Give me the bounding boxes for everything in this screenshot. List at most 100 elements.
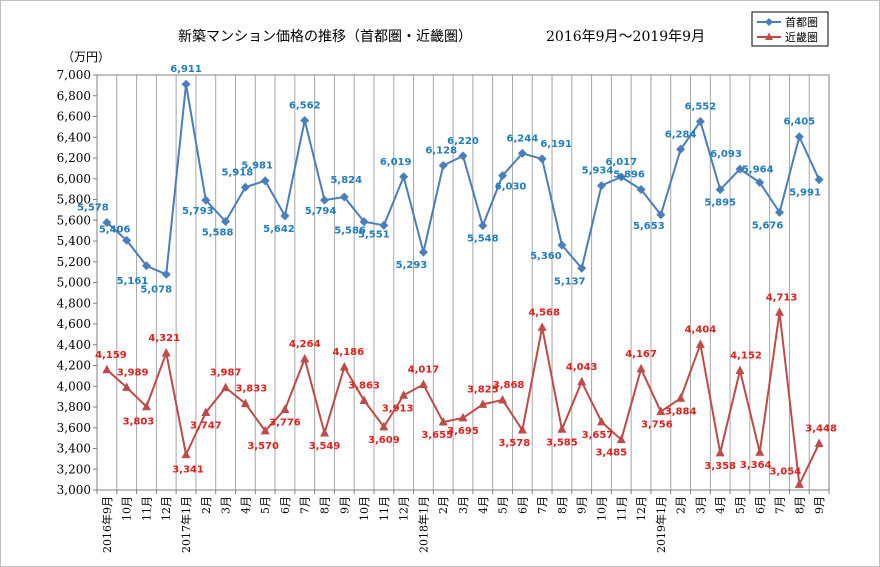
data-point-tokyo — [814, 175, 824, 185]
data-point-tokyo — [557, 240, 567, 250]
data-label-tokyo: 5,642 — [263, 224, 295, 235]
data-label-tokyo: 5,991 — [789, 188, 821, 199]
data-label-tokyo: 5,934 — [582, 166, 614, 177]
x-tick-label: 4月 — [239, 496, 252, 514]
x-tick-label: 11月 — [615, 496, 628, 521]
y-tick-label: 5,000 — [57, 276, 91, 290]
x-tick-label: 7月 — [536, 496, 549, 514]
x-tick-label: 8月 — [319, 496, 332, 514]
data-point-kinki — [438, 417, 448, 426]
y-tick-label: 5,800 — [57, 193, 91, 207]
data-label-kinki: 3,863 — [348, 380, 380, 391]
data-label-kinki: 4,043 — [566, 362, 598, 373]
data-label-kinki: 4,404 — [685, 324, 717, 335]
data-label-tokyo: 5,078 — [140, 284, 172, 295]
x-tick-label: 12月 — [398, 496, 411, 521]
data-point-tokyo — [775, 207, 785, 217]
data-point-kinki — [201, 407, 211, 416]
legend-marker-tokyo — [765, 18, 773, 26]
data-point-kinki — [141, 401, 151, 411]
data-label-tokyo: 5,360 — [530, 251, 562, 262]
data-point-kinki — [478, 399, 488, 408]
data-point-tokyo — [715, 185, 725, 195]
y-tick-label: 4,000 — [57, 379, 91, 393]
data-point-tokyo — [379, 220, 389, 230]
data-point-tokyo — [498, 171, 508, 181]
data-label-tokyo: 5,406 — [99, 224, 131, 235]
data-label-tokyo: 5,586 — [334, 226, 366, 237]
data-point-tokyo — [280, 211, 290, 221]
data-label-tokyo: 6,191 — [540, 139, 572, 150]
y-tick-label: 3,200 — [57, 462, 91, 476]
data-point-tokyo — [418, 247, 428, 257]
data-point-tokyo — [359, 217, 369, 227]
data-point-kinki — [379, 421, 389, 431]
data-point-tokyo — [577, 263, 587, 273]
data-point-tokyo — [478, 221, 488, 231]
data-point-tokyo — [102, 218, 112, 228]
chart-title: 新築マンション価格の推移（首都圏・近畿圏） — [178, 29, 472, 45]
data-label-kinki: 3,833 — [236, 384, 268, 395]
legend-label-kinki: 近畿圏 — [785, 30, 818, 44]
data-point-kinki — [676, 393, 686, 402]
x-tick-label: 2018年1月 — [416, 496, 430, 553]
data-label-tokyo: 6,284 — [665, 129, 697, 140]
x-tick-label: 8月 — [556, 496, 569, 514]
data-label-tokyo: 6,030 — [495, 182, 527, 193]
data-label-kinki: 3,485 — [595, 448, 627, 459]
data-label-kinki: 4,017 — [408, 364, 440, 375]
x-tick-label: 2016年9月 — [100, 496, 114, 553]
data-point-kinki — [458, 412, 468, 422]
data-point-tokyo — [656, 210, 666, 220]
y-tick-label: 3,600 — [57, 421, 91, 435]
y-tick-label: 5,400 — [57, 234, 91, 248]
y-tick-label: 4,400 — [57, 338, 91, 352]
data-label-tokyo: 6,562 — [289, 100, 321, 111]
data-point-tokyo — [181, 79, 191, 89]
data-label-tokyo: 6,405 — [784, 117, 816, 128]
x-tick-label: 6月 — [754, 496, 767, 514]
data-label-kinki: 3,695 — [447, 426, 479, 437]
data-label-kinki: 3,364 — [740, 460, 772, 471]
data-point-kinki — [755, 447, 765, 456]
y-tick-label: 4,600 — [57, 317, 91, 331]
data-label-kinki: 4,568 — [528, 307, 560, 318]
data-point-tokyo — [636, 185, 646, 195]
data-label-kinki: 3,358 — [704, 461, 736, 472]
data-label-kinki: 3,756 — [641, 420, 673, 431]
data-label-kinki: 4,167 — [625, 349, 657, 360]
data-point-tokyo — [735, 164, 745, 174]
data-point-kinki — [320, 428, 330, 437]
data-label-kinki: 3,825 — [467, 384, 499, 395]
data-label-kinki: 3,549 — [309, 441, 341, 452]
data-label-kinki: 3,776 — [269, 417, 301, 428]
data-label-kinki: 3,655 — [421, 430, 453, 441]
x-tick-label: 4月 — [477, 496, 490, 514]
x-tick-label: 11月 — [378, 496, 391, 521]
data-point-tokyo — [122, 235, 132, 245]
data-point-kinki — [498, 394, 508, 404]
data-label-tokyo: 5,137 — [554, 276, 586, 287]
x-tick-label: 7月 — [774, 496, 787, 514]
data-point-tokyo — [141, 261, 151, 271]
x-tick-label: 3月 — [457, 496, 470, 514]
data-label-kinki: 3,884 — [665, 406, 697, 417]
data-label-kinki: 4,264 — [289, 339, 321, 350]
data-label-tokyo: 5,964 — [742, 164, 774, 175]
data-point-tokyo — [458, 151, 468, 161]
y-tick-label: 6,000 — [57, 172, 91, 186]
data-point-tokyo — [240, 182, 250, 192]
data-label-tokyo: 6,017 — [605, 157, 637, 168]
legend-box — [751, 11, 829, 47]
y-tick-label: 4,200 — [57, 359, 91, 373]
data-point-kinki — [418, 379, 428, 388]
y-tick-label: 5,600 — [57, 213, 91, 227]
data-label-tokyo: 5,588 — [202, 227, 234, 238]
data-point-kinki — [181, 449, 191, 459]
data-label-kinki: 4,159 — [95, 350, 127, 361]
data-point-tokyo — [537, 154, 547, 164]
data-point-kinki — [814, 438, 824, 448]
x-tick-label: 3月 — [220, 496, 233, 514]
